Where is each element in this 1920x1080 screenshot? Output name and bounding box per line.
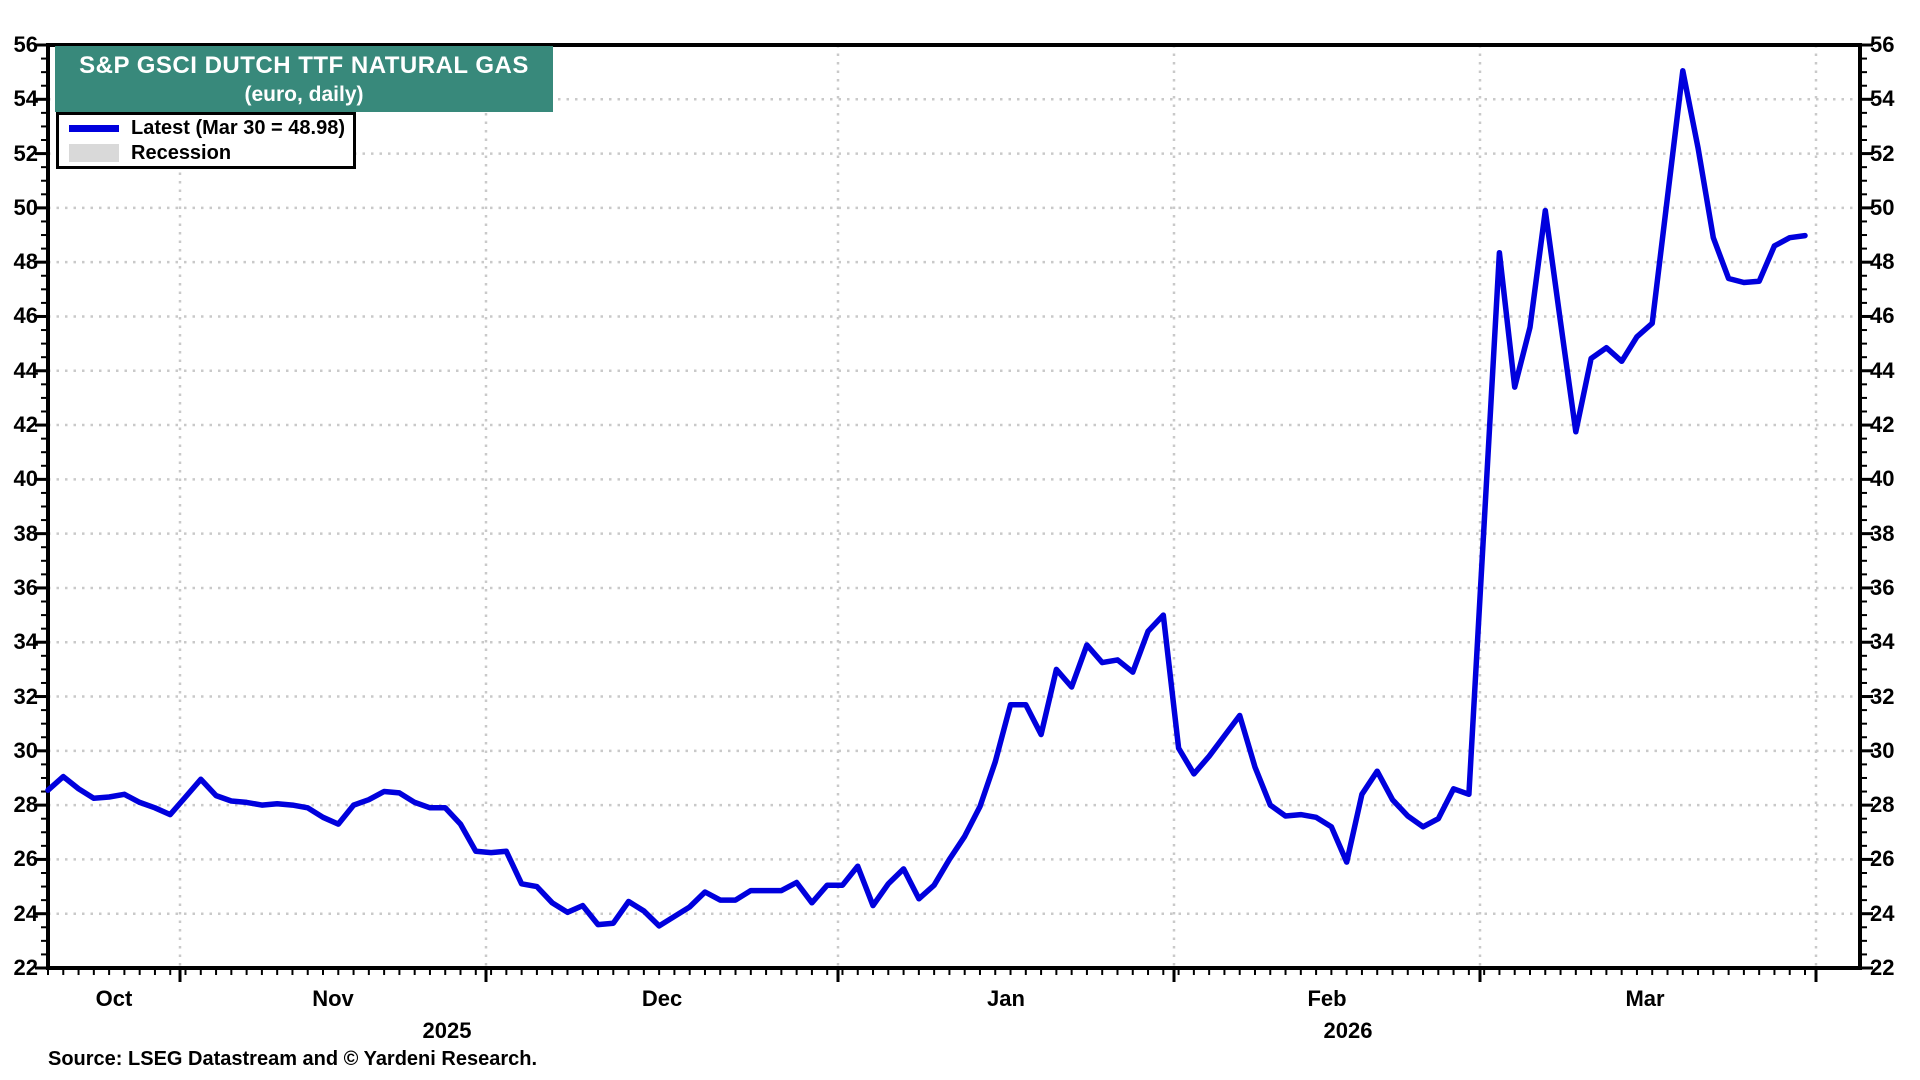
x-month-label-feb: Feb	[1307, 986, 1347, 1011]
y-tick-label-left: 32	[13, 683, 38, 709]
x-month-label-jan: Jan	[987, 986, 1025, 1011]
y-tick-label-right: 28	[1870, 792, 1895, 818]
y-tick-label-left: 44	[13, 357, 38, 383]
legend-latest-label: Latest (Mar 30 = 48.98)	[131, 117, 345, 139]
legend-row-latest: Latest (Mar 30 = 48.98)	[69, 117, 353, 140]
y-tick-label-right: 44	[1870, 357, 1895, 383]
y-tick-label-left: 54	[13, 86, 38, 112]
price-line	[45, 68, 1808, 929]
y-tick-label-left: 36	[13, 574, 38, 600]
x-month-label-mar: Mar	[1625, 986, 1665, 1011]
source-credit: Source: LSEG Datastream and © Yardeni Re…	[48, 1048, 538, 1070]
chart-title: S&P GSCI DUTCH TTF NATURAL GAS	[79, 51, 529, 79]
y-tick-label-right: 24	[1870, 900, 1895, 926]
y-tick-label-left: 24	[13, 900, 38, 926]
x-year-label-2025: 2025	[422, 1018, 472, 1043]
legend-row-recession: Recession	[69, 142, 353, 165]
legend-recession-label: Recession	[131, 142, 232, 164]
latest-line-swatch	[69, 124, 119, 132]
y-tick-label-right: 46	[1870, 303, 1895, 329]
y-tick-label-right: 34	[1870, 629, 1895, 655]
y-tick-label-left: 50	[13, 194, 38, 220]
x-month-label-nov: Nov	[312, 986, 354, 1011]
y-tick-label-right: 42	[1870, 412, 1895, 438]
y-tick-label-left: 56	[13, 32, 38, 57]
y-tick-label-left: 34	[13, 629, 38, 655]
y-tick-label-right: 40	[1870, 466, 1895, 492]
y-tick-label-right: 26	[1870, 846, 1895, 872]
y-tick-label-left: 26	[13, 846, 38, 872]
y-tick-label-right: 48	[1870, 249, 1895, 275]
y-tick-label-right: 56	[1870, 32, 1895, 57]
y-tick-label-left: 38	[13, 520, 38, 546]
y-tick-label-right: 22	[1870, 955, 1895, 980]
y-tick-label-left: 46	[13, 303, 38, 329]
y-tick-label-right: 36	[1870, 574, 1895, 600]
y-tick-label-left: 30	[13, 737, 38, 763]
y-tick-label-right: 54	[1870, 86, 1895, 112]
y-tick-label-left: 52	[13, 140, 38, 166]
y-tick-label-right: 32	[1870, 683, 1895, 709]
y-tick-label-right: 50	[1870, 194, 1895, 220]
recession-swatch	[69, 144, 119, 162]
chart-title-box: S&P GSCI DUTCH TTF NATURAL GAS (euro, da…	[55, 46, 553, 112]
chart-subtitle: (euro, daily)	[244, 82, 364, 106]
x-month-label-dec: Dec	[641, 986, 683, 1011]
y-tick-label-left: 48	[13, 249, 38, 275]
legend: Latest (Mar 30 = 48.98) Recession	[56, 112, 356, 169]
plot-border	[46, 43, 1862, 970]
x-year-label-2026: 2026	[1323, 1018, 1373, 1043]
y-tick-label-left: 40	[13, 466, 38, 492]
y-tick-label-left: 22	[13, 955, 38, 980]
y-tick-label-right: 52	[1870, 140, 1895, 166]
y-tick-label-left: 42	[13, 412, 38, 438]
x-month-label-oct: Oct	[95, 986, 133, 1011]
y-tick-label-right: 30	[1870, 737, 1895, 763]
y-tick-label-left: 28	[13, 792, 38, 818]
y-tick-label-right: 38	[1870, 520, 1895, 546]
